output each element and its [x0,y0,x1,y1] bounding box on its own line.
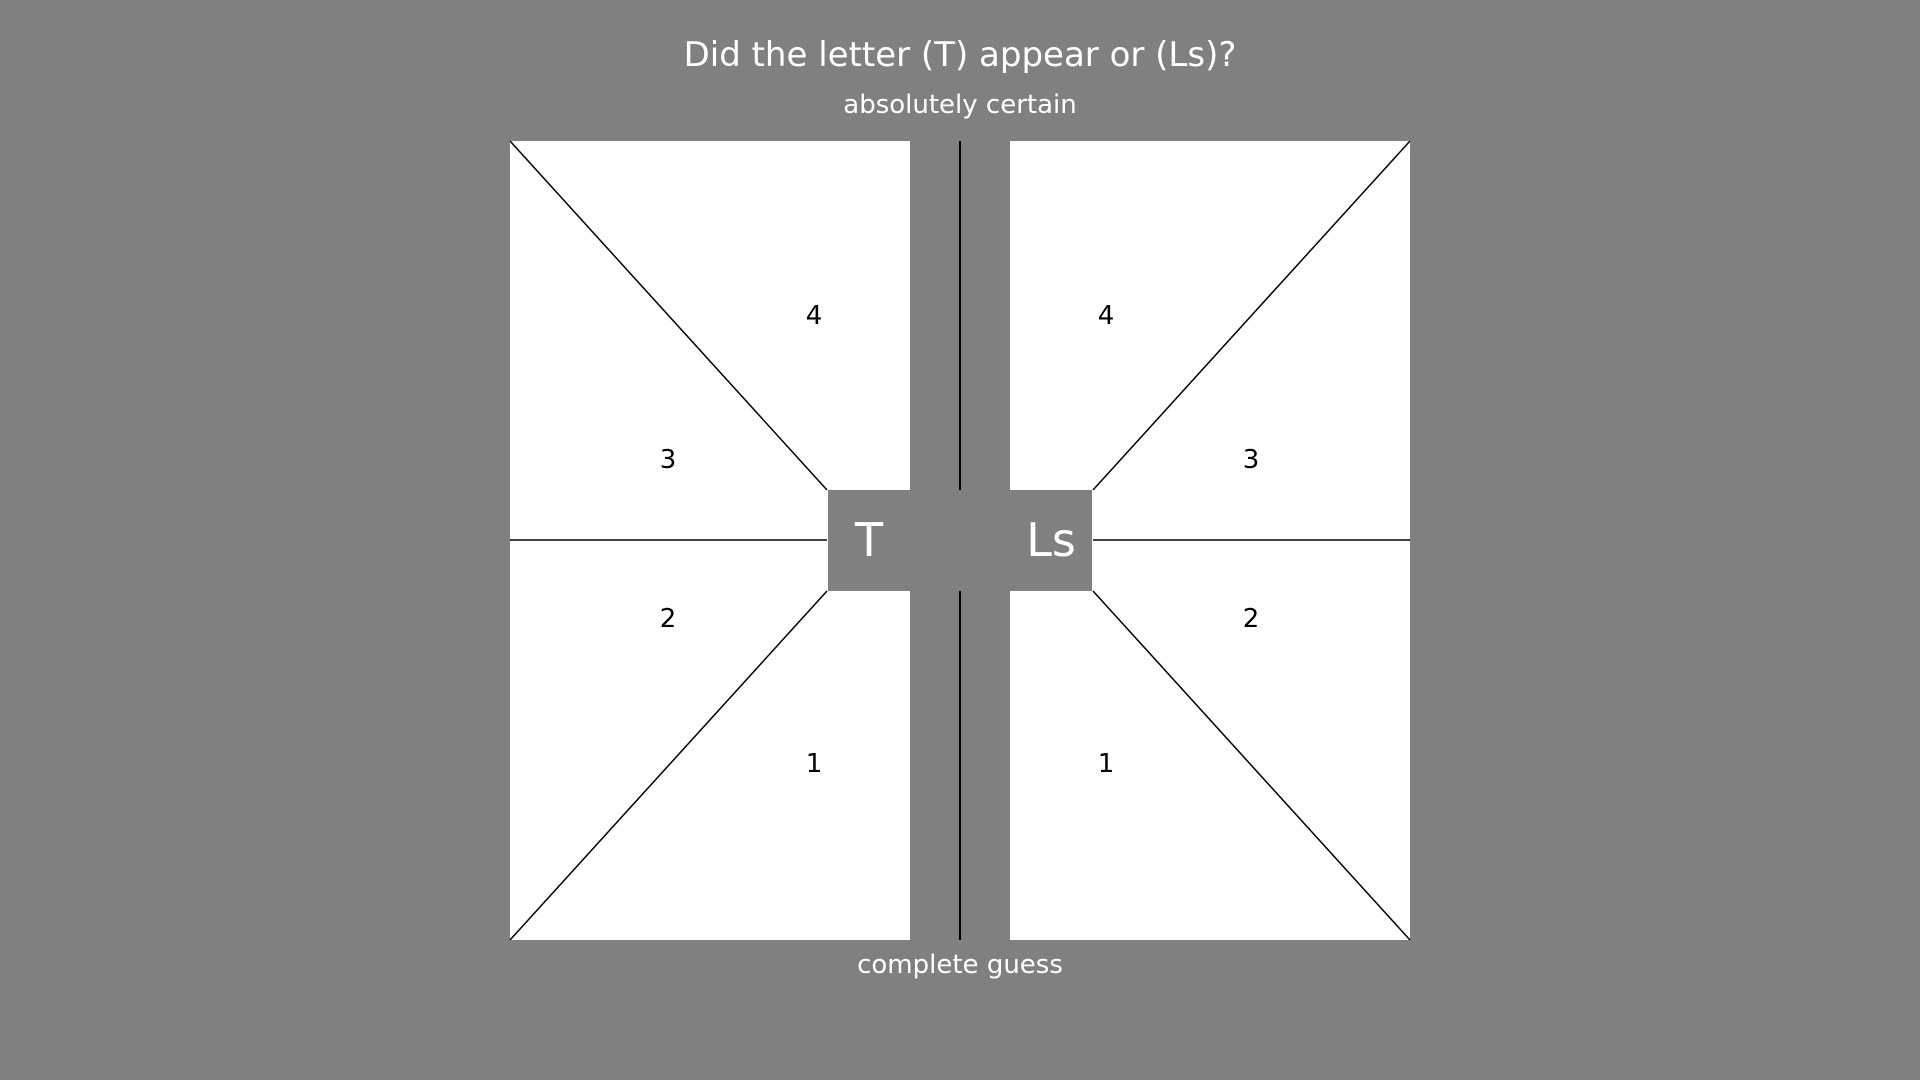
t-panel-divisions [509,140,828,941]
answer-t-button[interactable]: T [828,490,910,591]
t-divider-lower [509,590,828,941]
center-divider-bottom [959,591,961,940]
ls-divider-upper [1092,140,1411,491]
center-divider-top [959,141,961,490]
t-divider-upper [509,140,828,491]
ls-divider-lower [1092,590,1411,941]
question-title: Did the letter (T) appear or (Ls)? [683,35,1237,75]
scale-top-label: absolutely certain [843,90,1077,120]
ls-panel-divisions [1092,140,1411,941]
scale-bottom-label: complete guess [857,950,1063,980]
answer-ls-button[interactable]: Ls [1010,490,1092,591]
